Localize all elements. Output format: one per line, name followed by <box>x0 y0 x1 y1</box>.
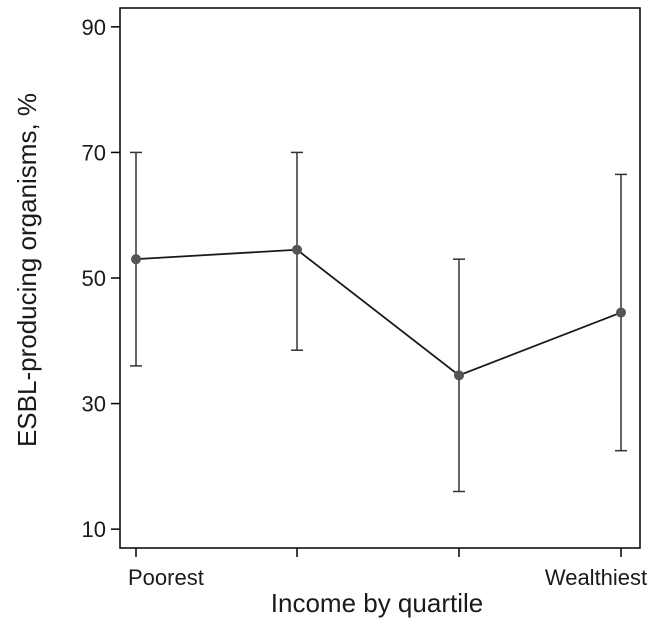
series <box>131 244 626 381</box>
x-axis-title: Income by quartile <box>271 588 483 618</box>
x-ticks: Poorest Wealthiest <box>128 548 647 590</box>
x-tick-label: Poorest <box>128 565 204 590</box>
y-tick-label: 10 <box>82 517 106 542</box>
y-tick-label: 50 <box>82 266 106 291</box>
data-point <box>292 244 302 255</box>
y-tick-label: 70 <box>82 140 106 165</box>
y-tick-label: 30 <box>82 392 106 417</box>
data-point <box>454 370 464 381</box>
series-line <box>135 248 622 377</box>
x-tick-label: Wealthiest <box>545 565 647 590</box>
axes <box>119 7 641 549</box>
y-tick-label: 90 <box>82 15 106 40</box>
error-bars <box>130 151 627 493</box>
y-ticks: 10 30 50 70 90 <box>82 15 120 542</box>
plot-frame <box>119 7 641 549</box>
data-point <box>616 307 626 318</box>
data-point <box>131 254 141 265</box>
y-axis-title: ESBL-producing organisms, % <box>12 93 42 447</box>
